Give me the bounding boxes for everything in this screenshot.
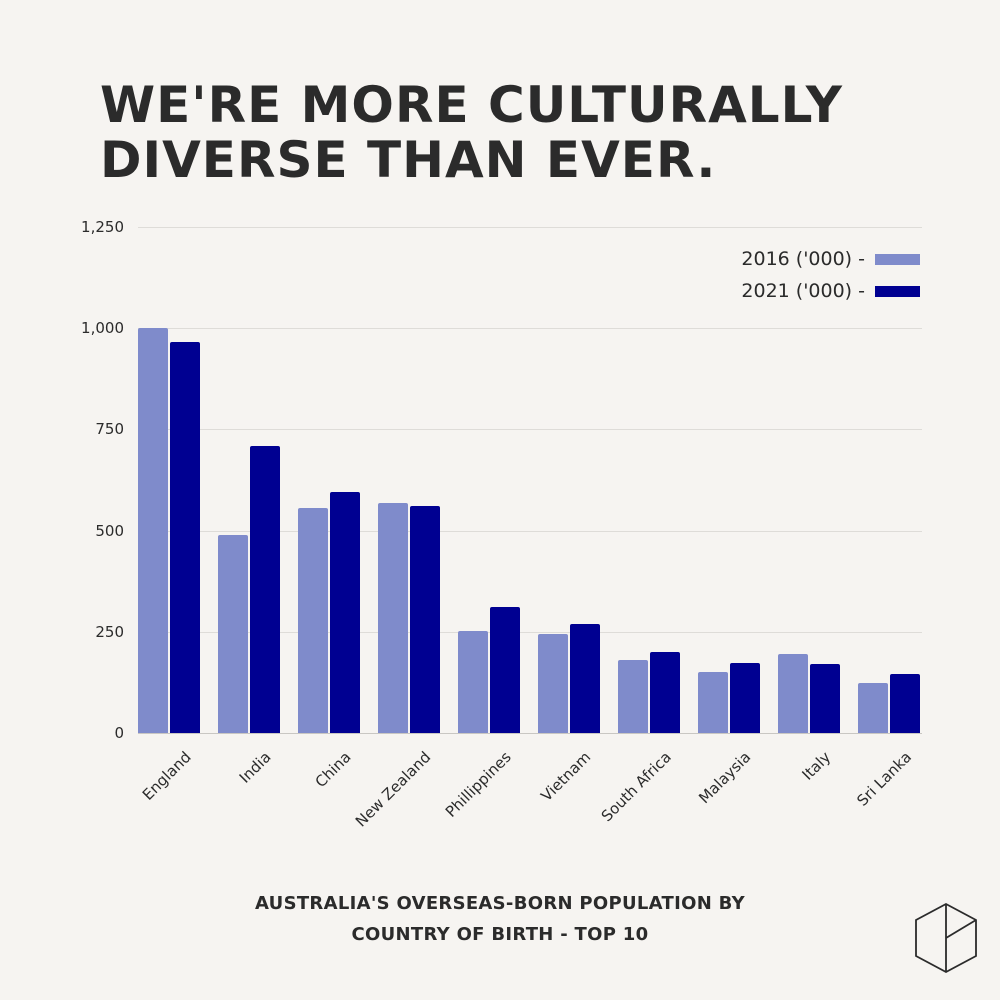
bar-sri-lanka-2021	[890, 673, 920, 733]
subtitle-line-2: COUNTRY OF BIRTH - TOP 10	[351, 924, 649, 945]
page-title: WE'RE MORE CULTURALLY DIVERSE THAN EVER.	[100, 78, 960, 188]
gridline	[138, 429, 922, 430]
bar-india-2016	[218, 535, 248, 733]
x-tick-label: New Zealand	[351, 748, 435, 831]
legend-label: 2021 ('000) -	[741, 280, 865, 302]
legend-swatch	[875, 285, 920, 297]
bar-italy-2016	[778, 654, 808, 733]
x-tick-label: China	[311, 748, 355, 792]
bar-china-2021	[330, 492, 360, 733]
y-tick-label: 250	[95, 623, 124, 641]
chart-legend: 2016 ('000) - 2021 ('000) -	[741, 243, 920, 307]
bar-new-zealand-2016	[378, 503, 408, 733]
gridline	[138, 632, 922, 633]
bar-phillippines-2021	[490, 607, 520, 733]
y-tick-label: 1,250	[81, 218, 124, 236]
bar-china-2016	[298, 507, 328, 733]
x-tick-label: Phillippines	[441, 748, 515, 821]
subtitle-line-1: AUSTRALIA'S OVERSEAS-BORN POPULATION BY	[255, 893, 745, 914]
legend-label: 2016 ('000) -	[741, 248, 865, 270]
chart-subtitle: AUSTRALIA'S OVERSEAS-BORN POPULATION BY …	[150, 888, 850, 950]
bar-vietnam-2021	[570, 624, 600, 733]
gridline	[138, 328, 922, 329]
legend-item-2016: 2016 ('000) -	[741, 243, 920, 275]
title-line-2: DIVERSE THAN EVER.	[100, 131, 717, 189]
legend-item-2021: 2021 ('000) -	[741, 275, 920, 307]
hexagon-cube-logo-icon	[915, 902, 977, 974]
x-tick-label: Italy	[798, 748, 835, 784]
x-tick-label: Sri Lanka	[853, 748, 916, 810]
gridline	[138, 227, 922, 228]
x-tick-label: Vietnam	[537, 748, 595, 805]
x-tick-label: South Africa	[597, 748, 675, 826]
x-tick-label: England	[138, 748, 195, 804]
y-tick-label: 0	[114, 724, 124, 742]
x-tick-label: Malaysia	[695, 748, 755, 808]
bar-malaysia-2021	[730, 662, 760, 733]
bar-malaysia-2016	[698, 671, 728, 733]
bar-england-2016	[138, 328, 168, 733]
title-line-1: WE'RE MORE CULTURALLY	[100, 76, 843, 134]
bar-italy-2021	[810, 664, 840, 733]
bar-south-africa-2021	[650, 652, 680, 733]
bar-south-africa-2016	[618, 660, 648, 733]
y-tick-label: 1,000	[81, 319, 124, 337]
bar-new-zealand-2021	[410, 505, 440, 733]
y-tick-label: 750	[95, 420, 124, 438]
bar-phillippines-2016	[458, 630, 488, 733]
bar-india-2021	[250, 445, 280, 733]
legend-swatch	[875, 253, 920, 265]
bar-vietnam-2016	[538, 633, 568, 733]
x-axis-line	[138, 733, 922, 734]
bar-sri-lanka-2016	[858, 682, 888, 733]
bar-england-2021	[170, 342, 200, 733]
x-tick-label: India	[235, 748, 275, 787]
gridline	[138, 531, 922, 532]
y-tick-label: 500	[95, 522, 124, 540]
